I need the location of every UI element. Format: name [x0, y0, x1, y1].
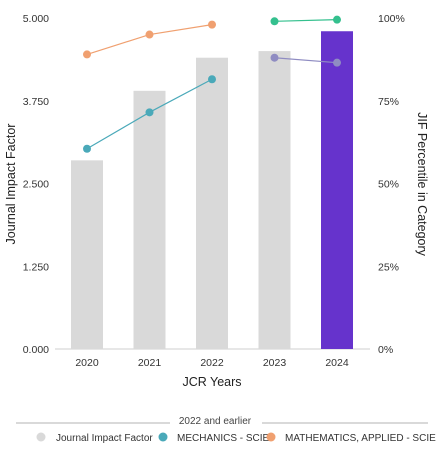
- series-point-0-2022: [208, 75, 216, 84]
- x-tick-label: 2023: [263, 357, 287, 369]
- legend-item-jif[interactable]: Journal Impact Factor: [36, 432, 154, 445]
- y-left-ticks: 0.000 1.250 2.500 3.750 5.000: [23, 13, 49, 356]
- y2-tick-label: 25%: [378, 261, 399, 273]
- legend-marker-jif: [36, 432, 46, 442]
- y-tick-label: 5.000: [23, 13, 49, 25]
- y2-tick-label: 0%: [378, 344, 393, 356]
- x-ticks: 2020 2021 2022 2023 2024: [75, 357, 349, 369]
- x-tick-label: 2020: [75, 357, 99, 369]
- bar-2023: [258, 51, 291, 349]
- x-tick-label: 2021: [138, 357, 162, 369]
- legend-item-math-applied[interactable]: MATHEMATICS, APPLIED - SCIE: [266, 432, 437, 445]
- series-point-0-2021: [145, 108, 154, 117]
- series-point-1-2021: [145, 30, 154, 39]
- y-tick-label: 2.500: [23, 179, 49, 191]
- series-point-0-2020: [83, 144, 91, 153]
- y2-tick-label: 75%: [378, 96, 399, 108]
- legend-marker-math-applied: [266, 432, 276, 442]
- bar-2021: [133, 90, 166, 349]
- points-group: [83, 15, 341, 153]
- y2-tick-label: 100%: [378, 13, 405, 25]
- y-tick-label: 0.000: [23, 344, 49, 356]
- bar-2022: [196, 57, 228, 349]
- series-point-1-2022: [208, 20, 216, 29]
- y-tick-label: 3.750: [23, 96, 49, 108]
- legend: 2022 and earlier Journal Impact Factor M…: [16, 416, 436, 444]
- bar-2024: [321, 31, 353, 350]
- x-tick-label: 2022: [200, 357, 224, 369]
- series-point-2-2024: [333, 15, 341, 24]
- x-axis-title: JCR Years: [182, 375, 241, 389]
- bar-2020: [71, 160, 103, 349]
- y-tick-label: 1.250: [23, 261, 49, 273]
- bars-group: [71, 31, 353, 350]
- y2-axis-title: JIF Percentile in Category: [415, 112, 429, 257]
- series-line-3: [274, 57, 338, 64]
- legend-marker-mechanics: [158, 432, 168, 442]
- series-point-3-2023: [270, 53, 279, 62]
- legend-label-math-applied: MATHEMATICS, APPLIED - SCIE: [285, 433, 436, 444]
- series-point-2-2023: [270, 17, 279, 26]
- legend-label-jif: Journal Impact Factor: [56, 433, 153, 444]
- y-axis-title: Journal Impact Factor: [4, 124, 18, 245]
- x-tick-label: 2024: [325, 357, 349, 369]
- series-line-1: [86, 24, 213, 55]
- series-point-1-2020: [83, 50, 91, 59]
- y-right-ticks: 0% 25% 50% 75% 100%: [378, 13, 405, 356]
- legend-item-mechanics[interactable]: MECHANICS - SCIE: [158, 432, 270, 445]
- legend-label-mechanics: MECHANICS - SCIE: [177, 433, 270, 444]
- legend-caption: 2022 and earlier: [179, 416, 252, 427]
- series-point-3-2024: [333, 58, 341, 67]
- series-line-2: [274, 19, 338, 22]
- y2-tick-label: 50%: [378, 179, 399, 191]
